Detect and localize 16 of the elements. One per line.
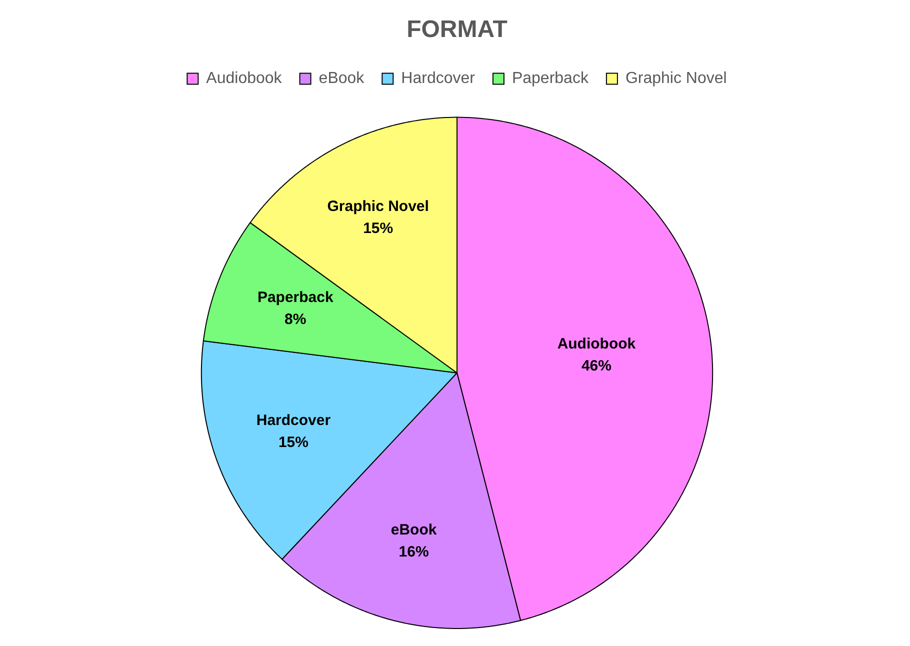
data-label: 15% xyxy=(278,434,308,451)
data-label: 8% xyxy=(284,311,306,328)
data-label: 16% xyxy=(398,543,429,560)
slice-label: Hardcover xyxy=(256,412,331,429)
legend-label: eBook xyxy=(318,70,366,88)
legend-label: Graphic Novel xyxy=(625,70,727,88)
legend-label: Paperback xyxy=(512,70,590,88)
data-label: 15% xyxy=(363,220,394,238)
chart-title: FORMAT xyxy=(406,16,508,44)
slice-label: Graphic Novel xyxy=(327,198,429,216)
legend-label: Audiobook xyxy=(206,70,283,88)
data-label: 46% xyxy=(581,357,612,374)
slice-label: eBook xyxy=(390,521,438,538)
legend-label: Hardcover xyxy=(401,70,476,88)
slice-label: Paperback xyxy=(257,289,334,306)
slice-label: Audiobook xyxy=(557,335,636,352)
